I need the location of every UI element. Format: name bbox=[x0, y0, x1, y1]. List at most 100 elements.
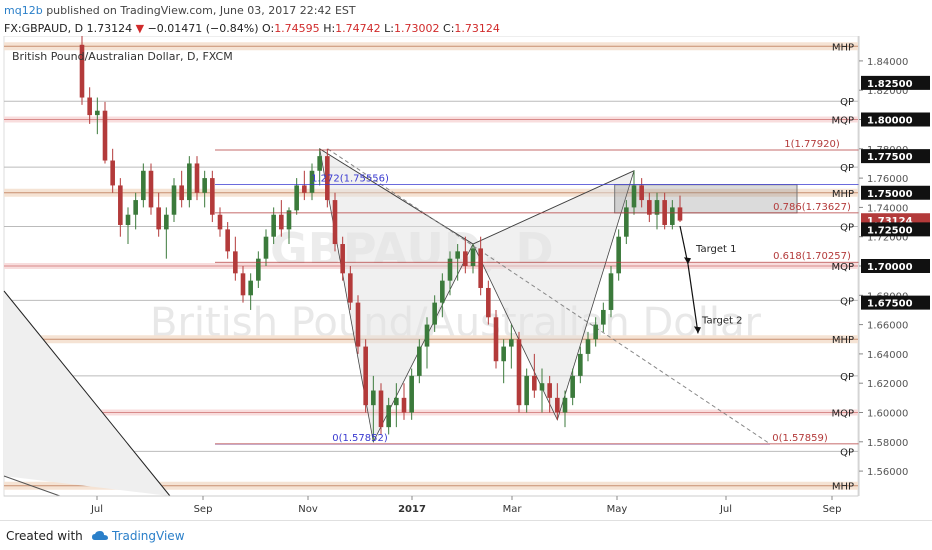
candle bbox=[148, 170, 154, 208]
candle bbox=[325, 156, 330, 201]
candle bbox=[532, 375, 537, 391]
price-tag bbox=[861, 75, 930, 90]
price-tag-label: 1.82500 bbox=[867, 79, 913, 90]
candle bbox=[555, 397, 560, 413]
fib-label: 0.618(1.70257) bbox=[773, 251, 851, 262]
last-price: 1.73124 bbox=[86, 22, 133, 35]
price-tag-label: 1.75000 bbox=[867, 189, 913, 200]
candle bbox=[286, 210, 292, 230]
price-chart[interactable]: British Pound/Australian DollarGBPAUD, D… bbox=[0, 36, 932, 520]
publish-info: mq12b published on TradingView.com, June… bbox=[4, 4, 356, 17]
open-label: O: bbox=[262, 22, 275, 35]
symbol-info: FX:GBPAUD, D 1.73124 ▼ −0.01471 (−0.84%)… bbox=[4, 22, 500, 35]
fib-label: 0(1.57852) bbox=[332, 433, 388, 444]
candle bbox=[409, 375, 414, 413]
low-value: 1.73002 bbox=[394, 22, 440, 35]
fib-label: 0(1.57859) bbox=[772, 433, 828, 444]
low-label: L: bbox=[384, 22, 395, 35]
candle bbox=[279, 214, 284, 230]
candle bbox=[417, 346, 422, 376]
candle bbox=[171, 185, 177, 215]
candle bbox=[478, 248, 483, 288]
target2-arrow bbox=[687, 264, 699, 334]
y-tick-label: 1.84000 bbox=[867, 57, 908, 68]
x-tick-label: Jul bbox=[719, 504, 732, 515]
candle bbox=[317, 156, 322, 171]
candle bbox=[302, 185, 307, 193]
candle bbox=[601, 309, 606, 325]
y-tick-label: 1.82000 bbox=[867, 86, 908, 97]
candle bbox=[294, 185, 299, 211]
price-tag-label: 1.70000 bbox=[867, 262, 913, 273]
candle bbox=[509, 339, 514, 347]
open-value: 1.74595 bbox=[274, 22, 320, 35]
candle bbox=[585, 339, 591, 354]
y-tick-label: 1.60000 bbox=[867, 408, 908, 419]
author-link[interactable]: mq12b bbox=[4, 4, 43, 17]
candle bbox=[624, 207, 629, 237]
level-label: QP bbox=[840, 296, 854, 307]
candle bbox=[654, 200, 660, 215]
down-arrow-icon: ▼ bbox=[135, 22, 145, 35]
candle bbox=[562, 397, 568, 413]
price-tag-label: 1.80000 bbox=[867, 116, 913, 127]
candle bbox=[371, 390, 376, 406]
x-tick-label: Jul bbox=[90, 504, 103, 515]
candle bbox=[647, 200, 652, 215]
candle bbox=[401, 397, 407, 413]
footer: Created with TradingView bbox=[0, 520, 932, 550]
candle bbox=[179, 185, 184, 201]
candle bbox=[240, 273, 246, 296]
high-value: 1.74742 bbox=[335, 22, 381, 35]
candle bbox=[110, 160, 115, 186]
target1-arrowhead bbox=[684, 257, 691, 265]
candle bbox=[79, 44, 85, 98]
candle bbox=[616, 236, 621, 274]
candle bbox=[378, 390, 384, 428]
trend-line bbox=[327, 148, 771, 445]
target2-label: Target 2 bbox=[701, 315, 742, 326]
fib-label: 0.786(1.73627) bbox=[773, 202, 851, 213]
symbol-label: FX:GBPAUD, D bbox=[4, 22, 84, 35]
candle bbox=[164, 214, 169, 230]
candle bbox=[340, 244, 345, 274]
target1-label: Target 1 bbox=[695, 244, 736, 255]
chart-title: British Pound/Australian Dollar, D, FXCM bbox=[12, 50, 233, 63]
price-tag bbox=[861, 222, 930, 237]
candle bbox=[133, 200, 138, 215]
candle bbox=[578, 353, 583, 376]
x-tick-label: Mar bbox=[503, 504, 523, 515]
level-label: QP bbox=[840, 222, 854, 233]
candle bbox=[202, 178, 207, 193]
level-label: MHP bbox=[832, 42, 854, 53]
candle bbox=[102, 110, 108, 161]
candle bbox=[440, 280, 445, 303]
candle bbox=[455, 251, 460, 259]
candle bbox=[309, 170, 315, 193]
fib-label: 1(1.77920) bbox=[784, 139, 840, 150]
candle bbox=[210, 178, 215, 215]
candle bbox=[156, 207, 161, 230]
candle bbox=[87, 97, 92, 116]
candle bbox=[363, 346, 368, 406]
price-tag bbox=[861, 149, 930, 164]
candle bbox=[225, 229, 230, 252]
candle bbox=[348, 273, 353, 303]
price-tag bbox=[861, 259, 930, 273]
level-label: MHP bbox=[832, 482, 854, 493]
price-tag bbox=[861, 112, 930, 127]
candle bbox=[463, 251, 468, 266]
candle bbox=[470, 248, 476, 266]
candle bbox=[447, 258, 453, 281]
brand-label: TradingView bbox=[112, 529, 185, 543]
tradingview-logo[interactable]: TradingView bbox=[92, 529, 185, 543]
candle bbox=[394, 397, 399, 406]
level-label: QP bbox=[840, 447, 854, 458]
candle bbox=[539, 383, 545, 391]
candle bbox=[677, 207, 683, 221]
published-text: published on TradingView.com, June 03, 2… bbox=[46, 4, 356, 17]
candle bbox=[524, 375, 529, 406]
candle bbox=[386, 405, 391, 428]
candle bbox=[501, 346, 506, 362]
created-with-text: Created with bbox=[6, 529, 83, 543]
